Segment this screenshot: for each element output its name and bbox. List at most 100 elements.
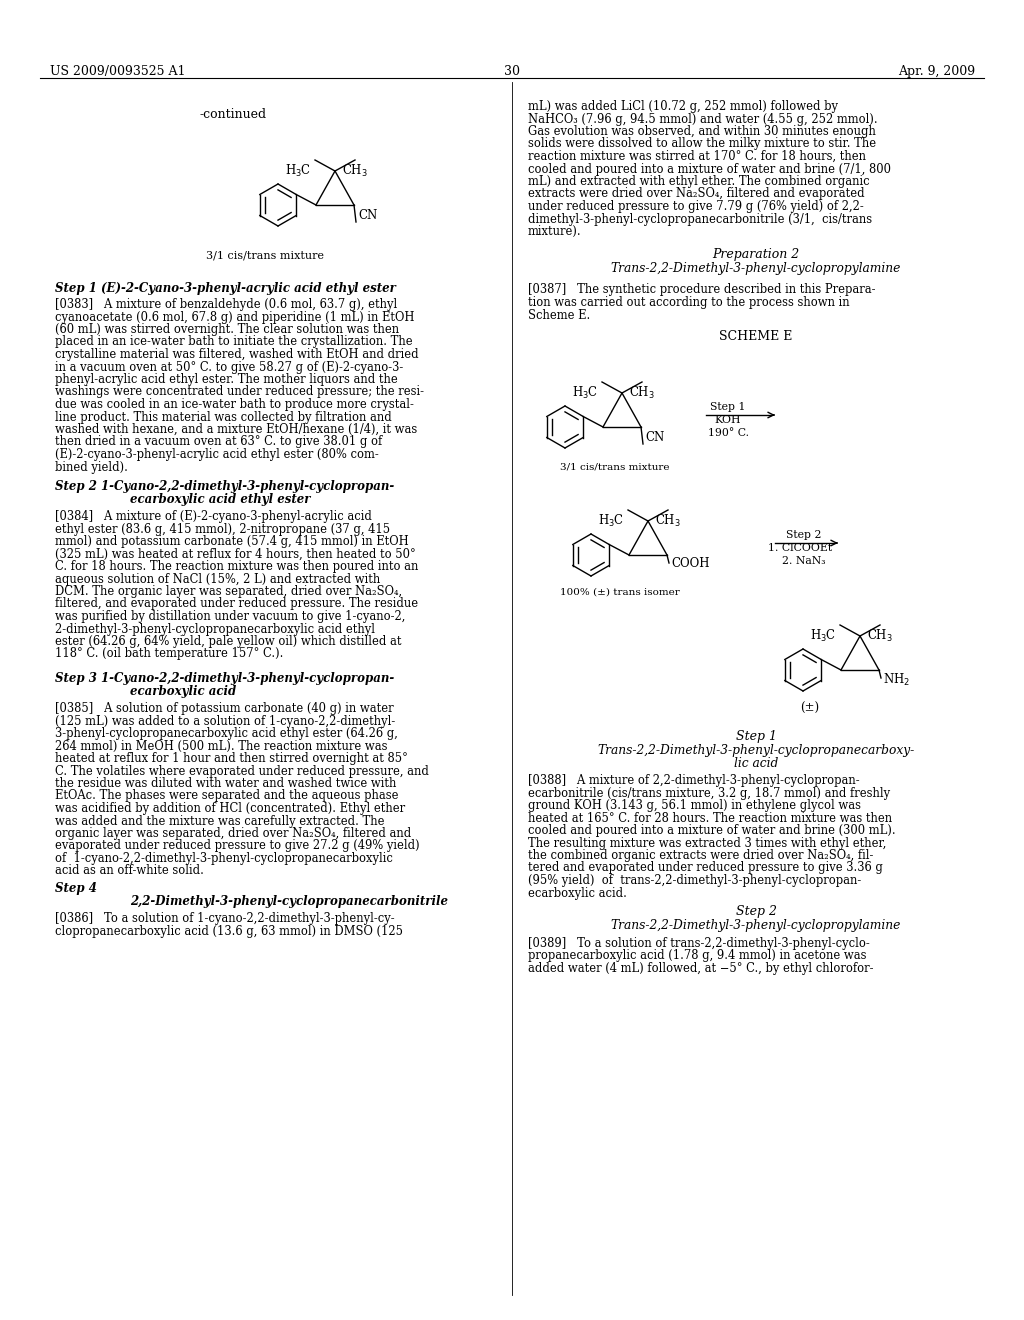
Text: 118° C. (oil bath temperature 157° C.).: 118° C. (oil bath temperature 157° C.). <box>55 648 284 660</box>
Text: due was cooled in an ice-water bath to produce more crystal-: due was cooled in an ice-water bath to p… <box>55 399 414 411</box>
Text: (325 mL) was heated at reflux for 4 hours, then heated to 50°: (325 mL) was heated at reflux for 4 hour… <box>55 548 416 561</box>
Text: placed in an ice-water bath to initiate the crystallization. The: placed in an ice-water bath to initiate … <box>55 335 413 348</box>
Text: [0387]   The synthetic procedure described in this Prepara-: [0387] The synthetic procedure described… <box>528 282 876 296</box>
Text: heated at 165° C. for 28 hours. The reaction mixture was then: heated at 165° C. for 28 hours. The reac… <box>528 812 892 825</box>
Text: ground KOH (3.143 g, 56.1 mmol) in ethylene glycol was: ground KOH (3.143 g, 56.1 mmol) in ethyl… <box>528 799 861 812</box>
Text: 2. NaN₃: 2. NaN₃ <box>782 556 825 566</box>
Text: clopropanecarboxylic acid (13.6 g, 63 mmol) in DMSO (125: clopropanecarboxylic acid (13.6 g, 63 mm… <box>55 924 403 937</box>
Text: evaporated under reduced pressure to give 27.2 g (49% yield): evaporated under reduced pressure to giv… <box>55 840 420 853</box>
Text: H$_3$C: H$_3$C <box>598 513 625 529</box>
Text: NaHCO₃ (7.96 g, 94.5 mmol) and water (4.55 g, 252 mmol).: NaHCO₃ (7.96 g, 94.5 mmol) and water (4.… <box>528 112 878 125</box>
Text: washings were concentrated under reduced pressure; the resi-: washings were concentrated under reduced… <box>55 385 424 399</box>
Text: 2,2-Dimethyl-3-phenyl-cyclopropanecarbonitrile: 2,2-Dimethyl-3-phenyl-cyclopropanecarbon… <box>130 895 449 908</box>
Text: mixture).: mixture). <box>528 224 582 238</box>
Text: extracts were dried over Na₂SO₄, filtered and evaporated: extracts were dried over Na₂SO₄, filtere… <box>528 187 864 201</box>
Text: US 2009/0093525 A1: US 2009/0093525 A1 <box>50 65 185 78</box>
Text: (125 mL) was added to a solution of 1-cyano-2,2-dimethyl-: (125 mL) was added to a solution of 1-cy… <box>55 714 395 727</box>
Text: Trans-2,2-Dimethyl-3-phenyl-cyclopropylamine: Trans-2,2-Dimethyl-3-phenyl-cyclopropyla… <box>610 261 901 275</box>
Text: mmol) and potassium carbonate (57.4 g, 415 mmol) in EtOH: mmol) and potassium carbonate (57.4 g, 4… <box>55 535 409 548</box>
Text: 2-dimethyl-3-phenyl-cyclopropanecarboxylic acid ethyl: 2-dimethyl-3-phenyl-cyclopropanecarboxyl… <box>55 623 375 635</box>
Text: Step 1: Step 1 <box>711 403 745 412</box>
Text: the residue was diluted with water and washed twice with: the residue was diluted with water and w… <box>55 777 396 789</box>
Text: heated at reflux for 1 hour and then stirred overnight at 85°: heated at reflux for 1 hour and then sti… <box>55 752 408 766</box>
Text: Gas evolution was observed, and within 30 minutes enough: Gas evolution was observed, and within 3… <box>528 125 876 139</box>
Text: CH$_3$: CH$_3$ <box>342 162 368 180</box>
Text: solids were dissolved to allow the milky mixture to stir. The: solids were dissolved to allow the milky… <box>528 137 877 150</box>
Text: (95% yield)  of  trans-2,2-dimethyl-3-phenyl-cyclopropan-: (95% yield) of trans-2,2-dimethyl-3-phen… <box>528 874 861 887</box>
Text: was added and the mixture was carefully extracted. The: was added and the mixture was carefully … <box>55 814 384 828</box>
Text: added water (4 mL) followed, at −5° C., by ethyl chlorofor-: added water (4 mL) followed, at −5° C., … <box>528 962 873 975</box>
Text: the combined organic extracts were dried over Na₂SO₄, fil-: the combined organic extracts were dried… <box>528 849 873 862</box>
Text: bined yield).: bined yield). <box>55 461 128 474</box>
Text: ecarboxylic acid ethyl ester: ecarboxylic acid ethyl ester <box>130 492 310 506</box>
Text: H$_3$C: H$_3$C <box>285 162 311 180</box>
Text: phenyl-acrylic acid ethyl ester. The mother liquors and the: phenyl-acrylic acid ethyl ester. The mot… <box>55 374 397 385</box>
Text: 3-phenyl-cyclopropanecarboxylic acid ethyl ester (64.26 g,: 3-phenyl-cyclopropanecarboxylic acid eth… <box>55 727 398 741</box>
Text: C. for 18 hours. The reaction mixture was then poured into an: C. for 18 hours. The reaction mixture wa… <box>55 560 419 573</box>
Text: NH$_2$: NH$_2$ <box>883 672 910 688</box>
Text: lic acid: lic acid <box>734 756 778 770</box>
Text: 3/1 cis/trans mixture: 3/1 cis/trans mixture <box>560 462 670 471</box>
Text: dimethyl-3-phenyl-cyclopropanecarbonitrile (3/1,  cis/trans: dimethyl-3-phenyl-cyclopropanecarbonitri… <box>528 213 872 226</box>
Text: mL) was added LiCl (10.72 g, 252 mmol) followed by: mL) was added LiCl (10.72 g, 252 mmol) f… <box>528 100 838 114</box>
Text: ecarboxylic acid: ecarboxylic acid <box>130 685 237 698</box>
Text: Trans-2,2-Dimethyl-3-phenyl-cyclopropylamine: Trans-2,2-Dimethyl-3-phenyl-cyclopropyla… <box>610 919 901 932</box>
Text: Step 1: Step 1 <box>735 730 776 743</box>
Text: ethyl ester (83.6 g, 415 mmol), 2-nitropropane (37 g, 415: ethyl ester (83.6 g, 415 mmol), 2-nitrop… <box>55 523 390 536</box>
Text: COOH: COOH <box>671 557 710 570</box>
Text: line product. This material was collected by filtration and: line product. This material was collecte… <box>55 411 392 424</box>
Text: Step 1 (E)-2-Cyano-3-phenyl-acrylic acid ethyl ester: Step 1 (E)-2-Cyano-3-phenyl-acrylic acid… <box>55 282 396 294</box>
Text: filtered, and evaporated under reduced pressure. The residue: filtered, and evaporated under reduced p… <box>55 598 418 610</box>
Text: was purified by distillation under vacuum to give 1-cyano-2,: was purified by distillation under vacuu… <box>55 610 406 623</box>
Text: EtOAc. The phases were separated and the aqueous phase: EtOAc. The phases were separated and the… <box>55 789 398 803</box>
Text: CN: CN <box>358 209 377 222</box>
Text: [0386]   To a solution of 1-cyano-2,2-dimethyl-3-phenyl-cy-: [0386] To a solution of 1-cyano-2,2-dime… <box>55 912 394 925</box>
Text: ecarbonitrile (cis/trans mixture, 3.2 g, 18.7 mmol) and freshly: ecarbonitrile (cis/trans mixture, 3.2 g,… <box>528 787 890 800</box>
Text: Step 3 1-Cyano-2,2-dimethyl-3-phenyl-cyclopropan-: Step 3 1-Cyano-2,2-dimethyl-3-phenyl-cyc… <box>55 672 394 685</box>
Text: (60 mL) was stirred overnight. The clear solution was then: (60 mL) was stirred overnight. The clear… <box>55 323 399 337</box>
Text: cooled and poured into a mixture of water and brine (300 mL).: cooled and poured into a mixture of wate… <box>528 824 896 837</box>
Text: propanecarboxylic acid (1.78 g, 9.4 mmol) in acetone was: propanecarboxylic acid (1.78 g, 9.4 mmol… <box>528 949 866 962</box>
Text: [0385]   A solution of potassium carbonate (40 g) in water: [0385] A solution of potassium carbonate… <box>55 702 393 715</box>
Text: aqueous solution of NaCl (15%, 2 L) and extracted with: aqueous solution of NaCl (15%, 2 L) and … <box>55 573 380 586</box>
Text: tion was carried out according to the process shown in: tion was carried out according to the pr… <box>528 296 850 309</box>
Text: 1. ClCOOEt: 1. ClCOOEt <box>768 543 833 553</box>
Text: 100% (±) trans isomer: 100% (±) trans isomer <box>560 587 680 597</box>
Text: [0388]   A mixture of 2,2-dimethyl-3-phenyl-cyclopropan-: [0388] A mixture of 2,2-dimethyl-3-pheny… <box>528 774 859 787</box>
Text: 3/1 cis/trans mixture: 3/1 cis/trans mixture <box>206 249 324 260</box>
Text: cooled and poured into a mixture of water and brine (7/1, 800: cooled and poured into a mixture of wate… <box>528 162 891 176</box>
Text: washed with hexane, and a mixture EtOH/hexane (1/4), it was: washed with hexane, and a mixture EtOH/h… <box>55 422 417 436</box>
Text: acid as an off-white solid.: acid as an off-white solid. <box>55 865 204 878</box>
Text: 264 mmol) in MeOH (500 mL). The reaction mixture was: 264 mmol) in MeOH (500 mL). The reaction… <box>55 739 387 752</box>
Text: crystalline material was filtered, washed with EtOH and dried: crystalline material was filtered, washe… <box>55 348 419 360</box>
Text: C. The volatiles where evaporated under reduced pressure, and: C. The volatiles where evaporated under … <box>55 764 429 777</box>
Text: The resulting mixture was extracted 3 times with ethyl ether,: The resulting mixture was extracted 3 ti… <box>528 837 887 850</box>
Text: -continued: -continued <box>200 108 267 121</box>
Text: [0389]   To a solution of trans-2,2-dimethyl-3-phenyl-cyclo-: [0389] To a solution of trans-2,2-dimeth… <box>528 937 869 950</box>
Text: Trans-2,2-Dimethyl-3-phenyl-cyclopropanecarboxy-: Trans-2,2-Dimethyl-3-phenyl-cyclopropane… <box>597 744 914 756</box>
Text: organic layer was separated, dried over Na₂SO₄, filtered and: organic layer was separated, dried over … <box>55 828 412 840</box>
Text: Apr. 9, 2009: Apr. 9, 2009 <box>898 65 975 78</box>
Text: Step 2 1-Cyano-2,2-dimethyl-3-phenyl-cyclopropan-: Step 2 1-Cyano-2,2-dimethyl-3-phenyl-cyc… <box>55 480 394 492</box>
Text: CN: CN <box>645 432 665 444</box>
Text: Scheme E.: Scheme E. <box>528 309 590 322</box>
Text: 30: 30 <box>504 65 520 78</box>
Text: then dried in a vacuum oven at 63° C. to give 38.01 g of: then dried in a vacuum oven at 63° C. to… <box>55 436 382 449</box>
Text: under reduced pressure to give 7.79 g (76% yield) of 2,2-: under reduced pressure to give 7.79 g (7… <box>528 201 864 213</box>
Text: Preparation 2: Preparation 2 <box>713 248 800 261</box>
Text: H$_3$C: H$_3$C <box>810 628 837 644</box>
Text: (±): (±) <box>801 702 819 715</box>
Text: Step 2: Step 2 <box>735 906 776 917</box>
Text: was acidified by addition of HCl (concentrated). Ethyl ether: was acidified by addition of HCl (concen… <box>55 803 406 814</box>
Text: CH$_3$: CH$_3$ <box>867 628 893 644</box>
Text: SCHEME E: SCHEME E <box>719 330 793 343</box>
Text: mL) and extracted with ethyl ether. The combined organic: mL) and extracted with ethyl ether. The … <box>528 176 869 187</box>
Text: of  1-cyano-2,2-dimethyl-3-phenyl-cyclopropanecarboxylic: of 1-cyano-2,2-dimethyl-3-phenyl-cyclopr… <box>55 851 393 865</box>
Text: ecarboxylic acid.: ecarboxylic acid. <box>528 887 627 899</box>
Text: cyanoacetate (0.6 mol, 67.8 g) and piperidine (1 mL) in EtOH: cyanoacetate (0.6 mol, 67.8 g) and piper… <box>55 310 415 323</box>
Text: (E)-2-cyano-3-phenyl-acrylic acid ethyl ester (80% com-: (E)-2-cyano-3-phenyl-acrylic acid ethyl … <box>55 447 379 461</box>
Text: reaction mixture was stirred at 170° C. for 18 hours, then: reaction mixture was stirred at 170° C. … <box>528 150 866 162</box>
Text: 190° C.: 190° C. <box>708 428 749 438</box>
Text: CH$_3$: CH$_3$ <box>655 513 681 529</box>
Text: Step 4: Step 4 <box>55 882 97 895</box>
